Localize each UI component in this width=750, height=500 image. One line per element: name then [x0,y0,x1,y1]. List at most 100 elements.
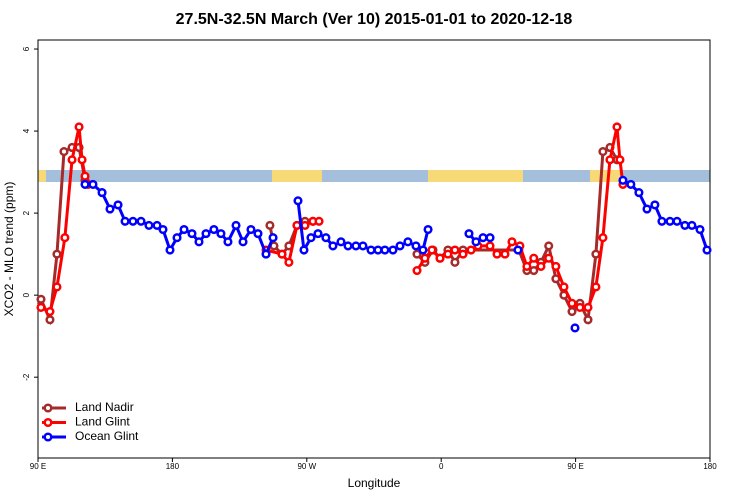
y-tick-label: 4 [22,128,31,133]
data-point [128,216,138,226]
data-point [284,257,294,267]
data-point [492,249,502,259]
data-point [458,249,468,259]
legend-marker [43,403,53,413]
data-point [59,147,69,157]
data-point [201,229,211,239]
data-point [45,307,55,317]
data-point [411,241,421,251]
data-point [187,229,197,239]
data-point [598,233,608,243]
data-point [223,237,233,247]
data-point [194,237,204,247]
data-point [144,220,154,230]
data-point [612,122,622,132]
map-ocean [38,170,710,182]
data-point [427,245,437,255]
data-point [665,216,675,226]
data-point [485,241,495,251]
data-point [373,245,383,255]
data-point [265,220,275,230]
data-point [529,253,539,263]
data-point [418,245,428,255]
legend-marker [43,417,53,428]
data-point [450,245,460,255]
data-point [672,216,682,226]
data-point [158,224,168,235]
data-point [74,122,84,132]
legend-marker [43,432,53,442]
data-point [466,245,476,255]
data-point [500,249,510,259]
data-point [529,265,539,276]
data-point [605,155,615,165]
data-point [238,237,248,247]
data-point [67,155,77,165]
data-point [570,323,580,333]
y-tick-label: 0 [22,292,31,297]
data-point [380,245,390,255]
legend-label: Land Glint [75,415,130,429]
data-point [165,245,175,255]
data-point [52,249,62,259]
data-point [513,245,523,255]
map-land [590,170,622,182]
y-tick-label: 6 [22,46,31,51]
data-point [522,261,532,271]
data-point [626,179,636,189]
data-point [120,216,130,226]
x-tick-label: 0 [439,462,444,471]
data-point [80,179,90,189]
data-point [642,204,652,214]
data-point [650,200,660,210]
data-point [209,224,219,235]
x-tick-label: 90 E [567,462,583,471]
map-strip [38,170,710,182]
data-point [591,282,601,292]
data-point [403,237,413,247]
data-point [471,237,481,247]
data-point [306,233,316,243]
data-point [423,224,433,235]
legend-label: Ocean Glint [75,429,139,443]
data-point [314,216,324,226]
data-point [412,265,422,276]
data-point [343,241,353,251]
data-point [88,179,98,189]
x-tick-label: 180 [166,462,180,471]
data-point [591,249,601,259]
data-point [60,233,70,243]
data-point [253,229,263,239]
legend-label: Land Nadir [75,400,134,414]
data-point [52,282,62,292]
data-point [366,245,376,255]
data-point [351,241,361,251]
map-land [38,170,46,182]
data-point [575,302,585,313]
data-point [231,220,241,230]
data-point [559,282,569,292]
data-point [598,147,608,157]
data-point [567,298,577,308]
data-point [412,249,422,259]
x-tick-label: 90 W [297,462,316,471]
data-point [36,302,46,313]
data-point [657,216,667,226]
data-point [443,249,453,259]
data-point [687,220,697,230]
data-point [77,155,87,165]
data-point [420,253,430,263]
data-point [583,315,593,325]
data-point [544,253,554,263]
data-point [395,241,405,251]
data-point [277,249,287,259]
data-point [328,241,338,251]
data-point [567,307,577,317]
data-point [618,175,628,185]
map-land [272,170,322,182]
x-tick-label: 90 E [30,462,46,471]
data-point [615,155,625,165]
